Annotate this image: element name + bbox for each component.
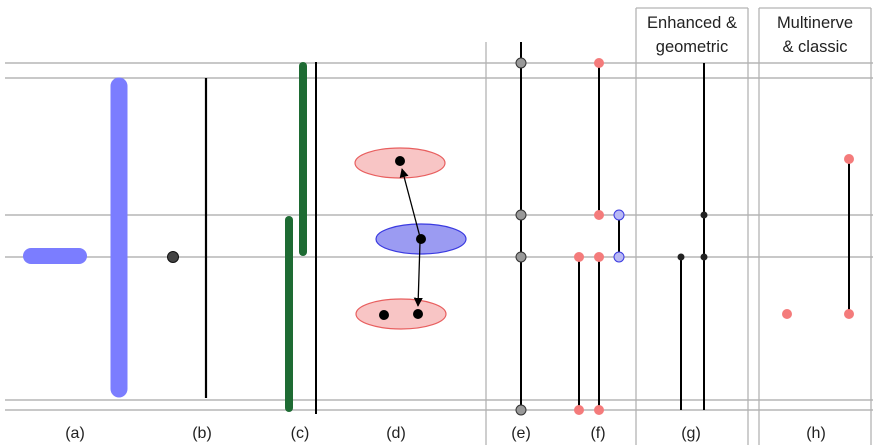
red-node	[594, 405, 604, 415]
panel-a	[23, 77, 128, 398]
panel-h	[782, 154, 854, 319]
panel-e	[515, 42, 527, 416]
arrow-up	[399, 168, 421, 238]
panel-label-d: (d)	[386, 425, 406, 442]
red-node	[594, 210, 604, 220]
black-node	[677, 253, 685, 261]
point-node	[413, 309, 423, 319]
point-node	[416, 234, 426, 244]
red-node	[594, 58, 604, 68]
gray-node	[515, 57, 527, 69]
black-node	[700, 253, 708, 261]
header-h-line2: & classic	[782, 38, 847, 56]
gray-node	[515, 404, 527, 416]
point-node	[395, 156, 405, 166]
point-node	[379, 310, 389, 320]
red-node	[574, 252, 584, 262]
panel-label-e: (e)	[511, 425, 531, 442]
red-node	[574, 405, 584, 415]
panel-f	[574, 58, 625, 415]
panel-label-h: (h)	[806, 425, 826, 442]
point-node	[167, 251, 179, 263]
header-h-line1: Multinerve	[777, 14, 853, 32]
arrow-down	[413, 241, 423, 307]
red-node	[594, 252, 604, 262]
blue-node	[613, 251, 625, 263]
ellipse-bottom-red	[355, 298, 447, 330]
panel-label-c: (c)	[291, 425, 310, 442]
blue-node	[613, 209, 625, 221]
reference-lines	[5, 62, 873, 411]
panel-label-f: (f)	[590, 425, 605, 442]
header-g-line2: geometric	[656, 38, 728, 56]
red-node	[844, 154, 854, 164]
panel-c	[285, 62, 317, 414]
panel-label-a: (a)	[65, 425, 85, 442]
gray-node	[515, 251, 527, 263]
panel-g	[677, 63, 708, 410]
panel-d	[354, 147, 467, 330]
header-g-line1: Enhanced &	[647, 14, 737, 32]
panel-dividers	[485, 7, 872, 445]
red-node	[844, 309, 854, 319]
panel-label-b: (b)	[192, 425, 212, 442]
panel-label-g: (g)	[681, 425, 701, 442]
gray-node	[515, 209, 527, 221]
panel-b	[167, 78, 208, 398]
black-node	[700, 211, 708, 219]
red-node	[782, 309, 792, 319]
